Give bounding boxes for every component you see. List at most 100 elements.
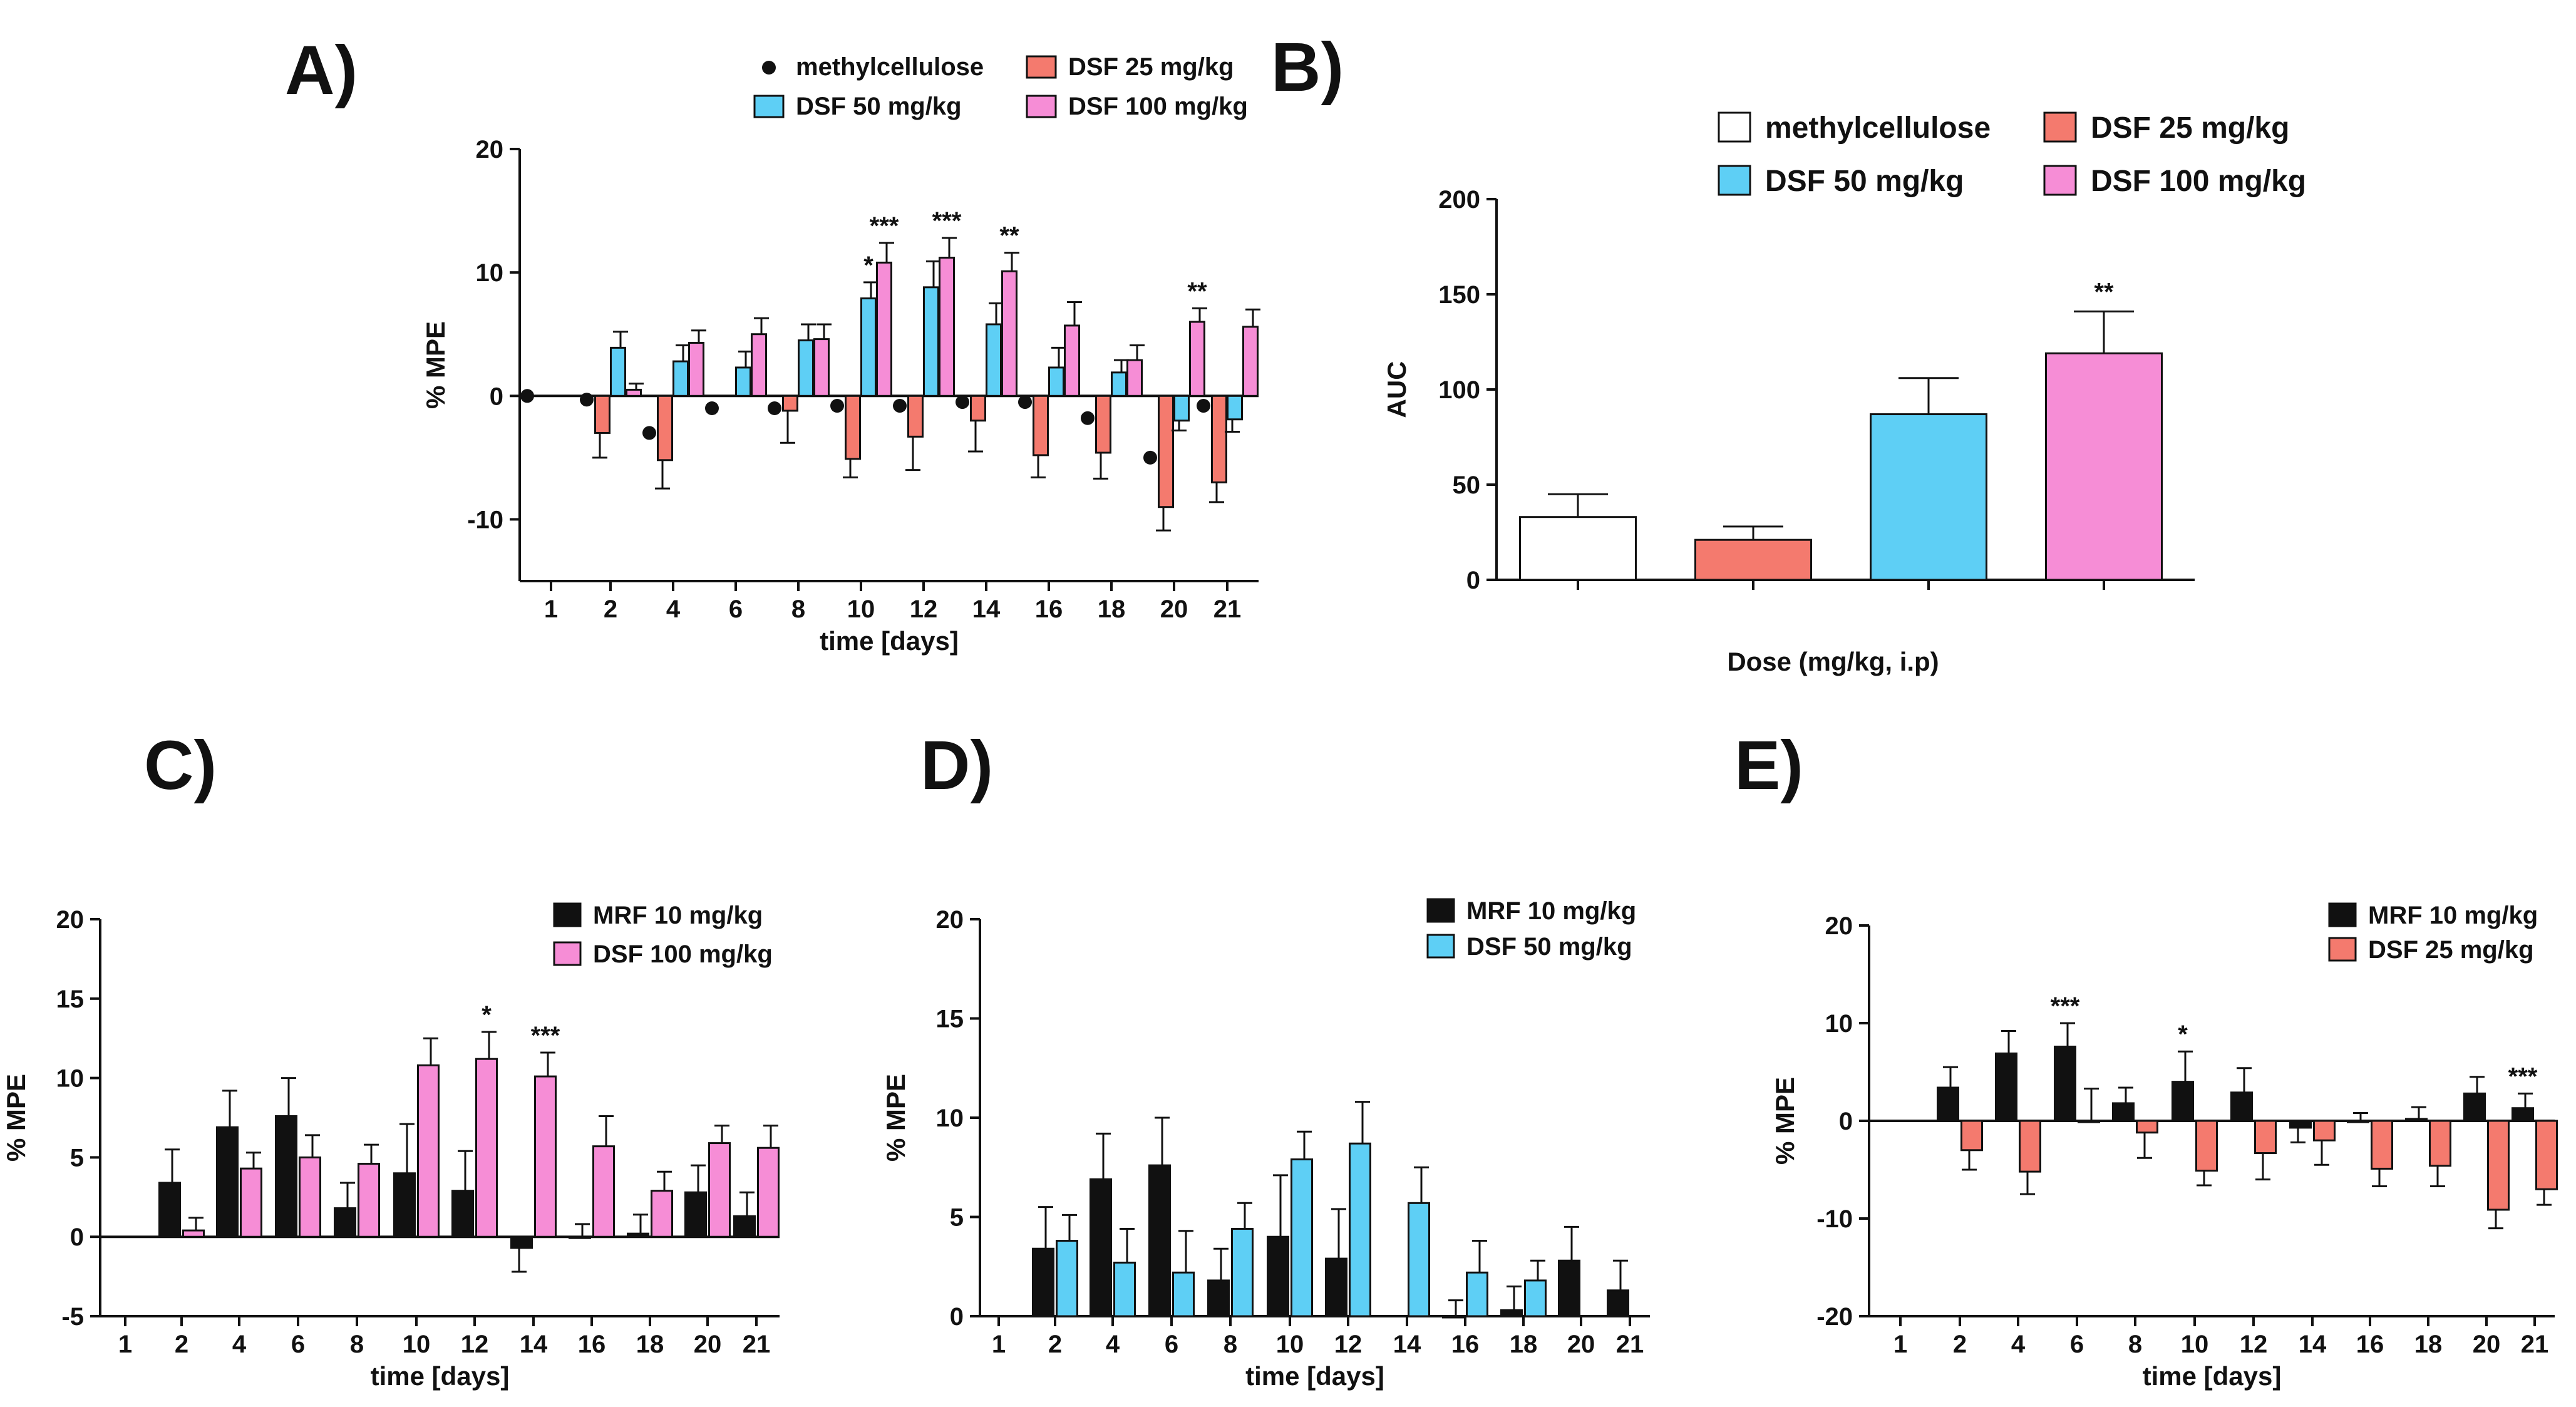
y-tick-label: -10 — [1816, 1205, 1853, 1233]
significance-marker: *** — [531, 1022, 560, 1049]
x-tick-label: 16 — [1451, 1331, 1480, 1358]
y-tick-label: 10 — [56, 1065, 85, 1093]
y-tick-label: 10 — [476, 259, 504, 287]
legend-swatch — [2043, 165, 2077, 196]
bar — [1519, 516, 1637, 581]
legend-swatch — [1426, 934, 1455, 959]
legend-swatch — [1718, 165, 1751, 196]
significance-marker: *** — [932, 207, 962, 235]
bar — [1172, 1271, 1195, 1317]
bar — [708, 1142, 731, 1238]
bar — [2019, 1120, 2041, 1173]
bar — [813, 338, 830, 397]
bar — [594, 394, 611, 434]
bar — [334, 1207, 356, 1238]
bar — [2254, 1120, 2277, 1154]
x-tick-label: 2 — [175, 1331, 188, 1358]
x-tick-label: 18 — [2414, 1331, 2443, 1358]
y-tick-label: 20 — [476, 136, 504, 163]
x-tick-label: 21 — [1213, 595, 1242, 623]
data-point — [1081, 411, 1095, 425]
bar — [510, 1235, 533, 1249]
y-tick-label: 5 — [950, 1204, 964, 1232]
bar — [751, 333, 767, 397]
x-tick-label: 14 — [972, 595, 1001, 623]
bar — [158, 1182, 181, 1238]
x-tick-label: 12 — [461, 1331, 489, 1358]
legend-label: DSF 50 mg/kg — [1466, 933, 1632, 961]
panel-label-A: A) — [285, 32, 358, 109]
bar — [1242, 326, 1259, 397]
bar — [1211, 394, 1227, 483]
bar — [1227, 394, 1243, 421]
bar — [1995, 1052, 2017, 1122]
y-tick-label: 0 — [950, 1303, 964, 1331]
significance-marker: * — [863, 252, 873, 279]
bar — [216, 1126, 239, 1238]
bar — [2289, 1120, 2312, 1129]
legend-label: MRF 10 mg/kg — [593, 902, 763, 929]
panel-label-D: D) — [920, 727, 993, 804]
x-tick-label: 2 — [1048, 1331, 1062, 1358]
y-tick-label: 10 — [1825, 1010, 1853, 1038]
bar — [1032, 1247, 1054, 1317]
legend-swatch — [1718, 111, 1751, 143]
data-point — [1018, 395, 1032, 410]
bar — [610, 346, 626, 397]
y-tick-label: 0 — [490, 383, 503, 410]
x-tick-label: 16 — [1035, 595, 1063, 623]
data-point — [956, 395, 969, 410]
x-tick-label: 1 — [544, 595, 558, 623]
bar — [2405, 1118, 2428, 1122]
x-tick-label: 16 — [578, 1331, 606, 1358]
x-tick-label: 10 — [847, 595, 875, 623]
y-tick-label: 0 — [70, 1224, 84, 1251]
x-tick-label: 8 — [791, 595, 805, 623]
x-tick-label: 20 — [1160, 595, 1188, 623]
bar — [1870, 413, 1987, 581]
significance-marker: * — [482, 1001, 492, 1029]
x-tick-label: 20 — [2473, 1331, 2501, 1358]
x-tick-label: 8 — [350, 1331, 364, 1358]
bar — [1158, 394, 1174, 508]
x-tick-label: 12 — [910, 595, 938, 623]
bar — [2371, 1120, 2393, 1170]
bar — [672, 360, 689, 397]
x-tick-label: 21 — [743, 1331, 771, 1358]
data-point — [580, 393, 594, 407]
bar — [1090, 1178, 1112, 1317]
x-tick-label: 6 — [1165, 1331, 1178, 1358]
significance-marker: *** — [2508, 1063, 2538, 1090]
bar — [534, 1075, 557, 1238]
bar — [1048, 366, 1064, 397]
data-point — [705, 401, 719, 415]
legend-swatch — [2328, 937, 2357, 962]
bar — [970, 394, 986, 422]
bar — [1524, 1279, 1547, 1317]
legend-swatch — [2043, 111, 2077, 143]
bar — [1148, 1164, 1171, 1317]
bar — [733, 1215, 756, 1238]
legend-label: DSF 100 mg/kg — [1068, 93, 1248, 120]
y-axis-label: AUC — [1382, 361, 1411, 418]
y-tick-label: 150 — [1438, 281, 1480, 309]
bar — [907, 394, 924, 438]
x-tick-label: 12 — [1334, 1331, 1363, 1358]
bar — [2347, 1120, 2369, 1123]
bar — [2112, 1102, 2135, 1122]
bar — [688, 342, 704, 397]
bar — [657, 394, 673, 461]
bar — [182, 1229, 205, 1238]
y-tick-label: 200 — [1438, 186, 1480, 214]
bar — [1064, 324, 1080, 397]
x-tick-label: 4 — [666, 595, 681, 623]
significance-marker: ** — [2094, 278, 2114, 306]
bar — [2512, 1107, 2534, 1122]
legend-label: DSF 25 mg/kg — [1068, 53, 1234, 81]
legend-label: DSF 50 mg/kg — [796, 93, 962, 120]
bar — [876, 261, 892, 397]
bar — [1558, 1259, 1580, 1317]
